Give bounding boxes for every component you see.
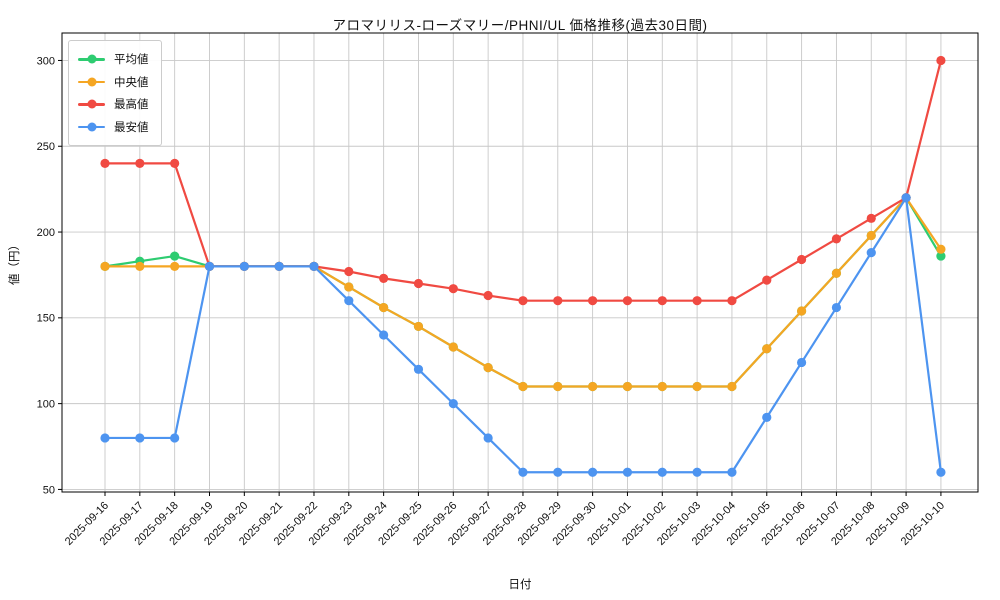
data-point-最高値	[483, 290, 493, 301]
data-point-中央値	[831, 268, 842, 278]
plot-border	[61, 32, 979, 493]
data-point-最安値	[622, 467, 633, 477]
legend-swatch	[78, 99, 105, 109]
data-point-最安値	[204, 261, 215, 271]
y-tick-label: 250	[37, 141, 55, 153]
data-point-中央値	[622, 381, 633, 392]
data-point-平均値	[170, 251, 180, 261]
data-point-最安値	[657, 467, 667, 477]
data-point-最高値	[797, 254, 807, 265]
data-point-最安値	[135, 433, 145, 443]
y-tick-label: 50	[43, 484, 55, 496]
data-point-平均値	[936, 251, 946, 261]
data-point-最安値	[831, 302, 842, 313]
data-point-最安値	[344, 296, 354, 306]
legend-item-中央値: 中央値	[78, 71, 149, 94]
y-tick-label: 300	[37, 55, 55, 67]
data-point-中央値	[866, 230, 876, 241]
data-point-最安値	[727, 467, 737, 477]
data-point-最高値	[831, 234, 842, 244]
data-point-中央値	[727, 381, 737, 392]
y-tick-label: 150	[37, 313, 55, 325]
data-point-中央値	[762, 344, 772, 354]
data-point-中央値	[518, 381, 528, 392]
data-point-中央値	[553, 381, 563, 392]
legend-label: 平均値	[114, 54, 149, 67]
data-point-最高値	[657, 296, 667, 306]
data-point-最安値	[936, 467, 946, 477]
data-point-中央値	[170, 261, 180, 271]
legend-swatch	[78, 54, 105, 64]
y-axis-label: 値（円）	[9, 239, 21, 285]
data-point-最安値	[309, 261, 319, 271]
legend-label: 中央値	[114, 76, 149, 89]
data-point-中央値	[448, 342, 458, 352]
data-point-中央値	[936, 244, 946, 254]
data-point-中央値	[692, 381, 702, 392]
y-tick-label: 200	[37, 227, 55, 239]
data-point-中央値	[135, 261, 145, 271]
data-point-最高値	[100, 158, 110, 169]
data-point-最高値	[170, 158, 180, 169]
data-point-最高値	[762, 275, 772, 285]
chart-title: アロマリリス-ローズマリー/PHNI/UL 価格推移(過去30日間)	[332, 18, 708, 33]
data-point-最安値	[588, 467, 598, 477]
data-point-中央値	[657, 381, 667, 392]
data-point-最高値	[135, 158, 145, 169]
data-point-最安値	[448, 399, 458, 409]
data-point-最安値	[379, 330, 389, 340]
data-point-最高値	[379, 273, 389, 283]
data-point-最安値	[483, 433, 493, 443]
data-point-最安値	[553, 467, 563, 477]
data-point-最安値	[274, 261, 284, 271]
legend-label: 最高値	[114, 99, 149, 112]
data-point-中央値	[344, 282, 354, 292]
data-point-最安値	[692, 467, 702, 477]
data-point-最安値	[866, 248, 876, 258]
data-point-最高値	[518, 296, 528, 306]
data-point-最高値	[936, 55, 946, 66]
legend-item-最安値: 最安値	[78, 116, 149, 139]
legend-swatch	[78, 122, 105, 132]
data-point-最安値	[518, 467, 528, 477]
legend-item-最高値: 最高値	[78, 93, 149, 116]
data-point-最高値	[727, 296, 737, 306]
data-point-最高値	[553, 296, 563, 306]
y-tick-label: 100	[37, 398, 55, 410]
data-point-最安値	[100, 433, 110, 443]
data-point-最安値	[239, 261, 249, 271]
data-point-最高値	[588, 296, 598, 306]
data-point-中央値	[413, 321, 424, 332]
data-point-最安値	[797, 357, 807, 368]
data-point-最高値	[692, 296, 702, 306]
data-point-最高値	[413, 278, 424, 289]
data-point-最安値	[762, 412, 772, 422]
data-point-最高値	[866, 213, 876, 223]
data-point-最高値	[622, 296, 633, 306]
data-point-中央値	[100, 261, 110, 271]
legend-item-平均値: 平均値	[78, 48, 149, 71]
data-point-最安値	[901, 193, 911, 203]
data-point-中央値	[588, 381, 598, 392]
data-point-最安値	[413, 364, 424, 374]
data-point-中央値	[797, 306, 807, 316]
data-point-中央値	[483, 362, 493, 373]
data-point-最安値	[170, 433, 180, 443]
data-point-最高値	[344, 266, 354, 277]
legend: 平均値中央値最高値最安値	[68, 40, 162, 146]
data-point-中央値	[379, 302, 389, 313]
legend-label: 最安値	[114, 121, 149, 134]
legend-swatch	[78, 77, 105, 87]
data-point-最高値	[448, 284, 458, 294]
x-axis-label: 日付	[508, 579, 532, 591]
